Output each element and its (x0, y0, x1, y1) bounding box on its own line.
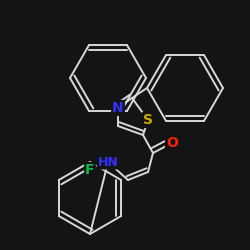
Text: HN: HN (98, 156, 118, 168)
Text: N: N (112, 101, 124, 115)
Text: S: S (143, 113, 153, 127)
Text: F: F (85, 163, 95, 177)
Text: O: O (166, 136, 178, 150)
